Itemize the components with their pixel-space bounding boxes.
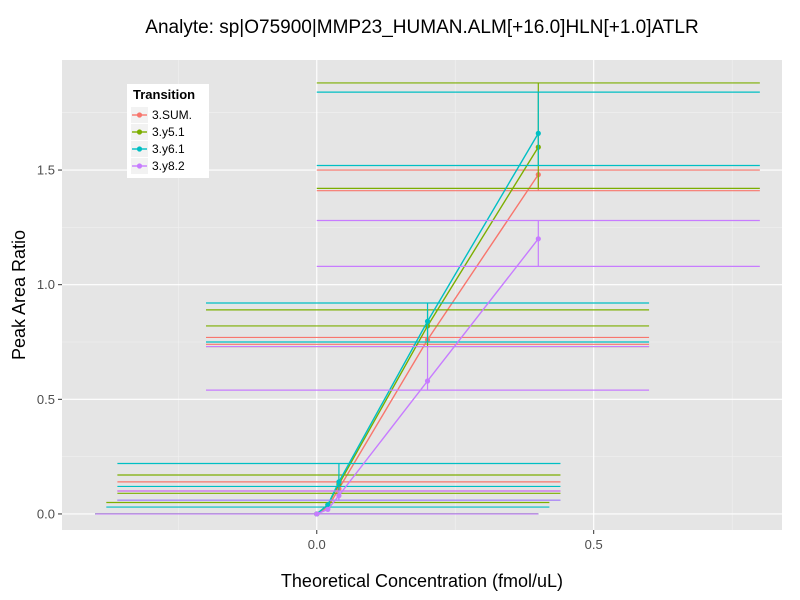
x-axis-title: Theoretical Concentration (fmol/uL) [281, 571, 563, 591]
chart-title: Analyte: sp|O75900|MMP23_HUMAN.ALM[+16.0… [145, 17, 698, 38]
legend-label: 3.y6.1 [152, 142, 185, 156]
data-point [535, 130, 541, 136]
data-point [314, 511, 320, 517]
y-tick-label: 1.5 [37, 163, 55, 178]
legend-label: 3.y5.1 [152, 125, 185, 139]
legend-label: 3.SUM. [152, 108, 192, 122]
legend-label: 3.y8.2 [152, 159, 185, 173]
legend-key-point [136, 129, 143, 135]
y-tick-label: 0.0 [37, 506, 55, 521]
plot-area [95, 82, 760, 517]
y-tick-label: 1.0 [37, 277, 55, 292]
x-tick-label: 0.0 [308, 537, 326, 552]
legend-items: 3.SUM. 3.y5.1 3.y6.1 3.y8.2 [131, 107, 192, 174]
legend-key-point [136, 163, 143, 169]
data-point [325, 506, 331, 512]
legend: Transition 3.SUM. 3.y5.1 3.y6.1 3.y8.2 [127, 84, 209, 178]
x-tick-label: 0.5 [585, 537, 603, 552]
data-point [336, 479, 342, 485]
legend-title: Transition [133, 87, 195, 102]
data-point [424, 378, 431, 384]
data-point [325, 502, 331, 508]
y-axis-title: Peak Area Ratio [9, 230, 29, 360]
legend-key-point [136, 146, 143, 152]
data-point [535, 236, 541, 242]
data-point [336, 493, 342, 499]
series-3-y8-2 [95, 219, 760, 517]
data-point [424, 318, 431, 324]
legend-key-point [136, 112, 143, 118]
y-tick-label: 0.5 [37, 392, 55, 407]
axes: 0.0 0.5 0.0 0.5 1.0 1.5 [37, 163, 603, 552]
